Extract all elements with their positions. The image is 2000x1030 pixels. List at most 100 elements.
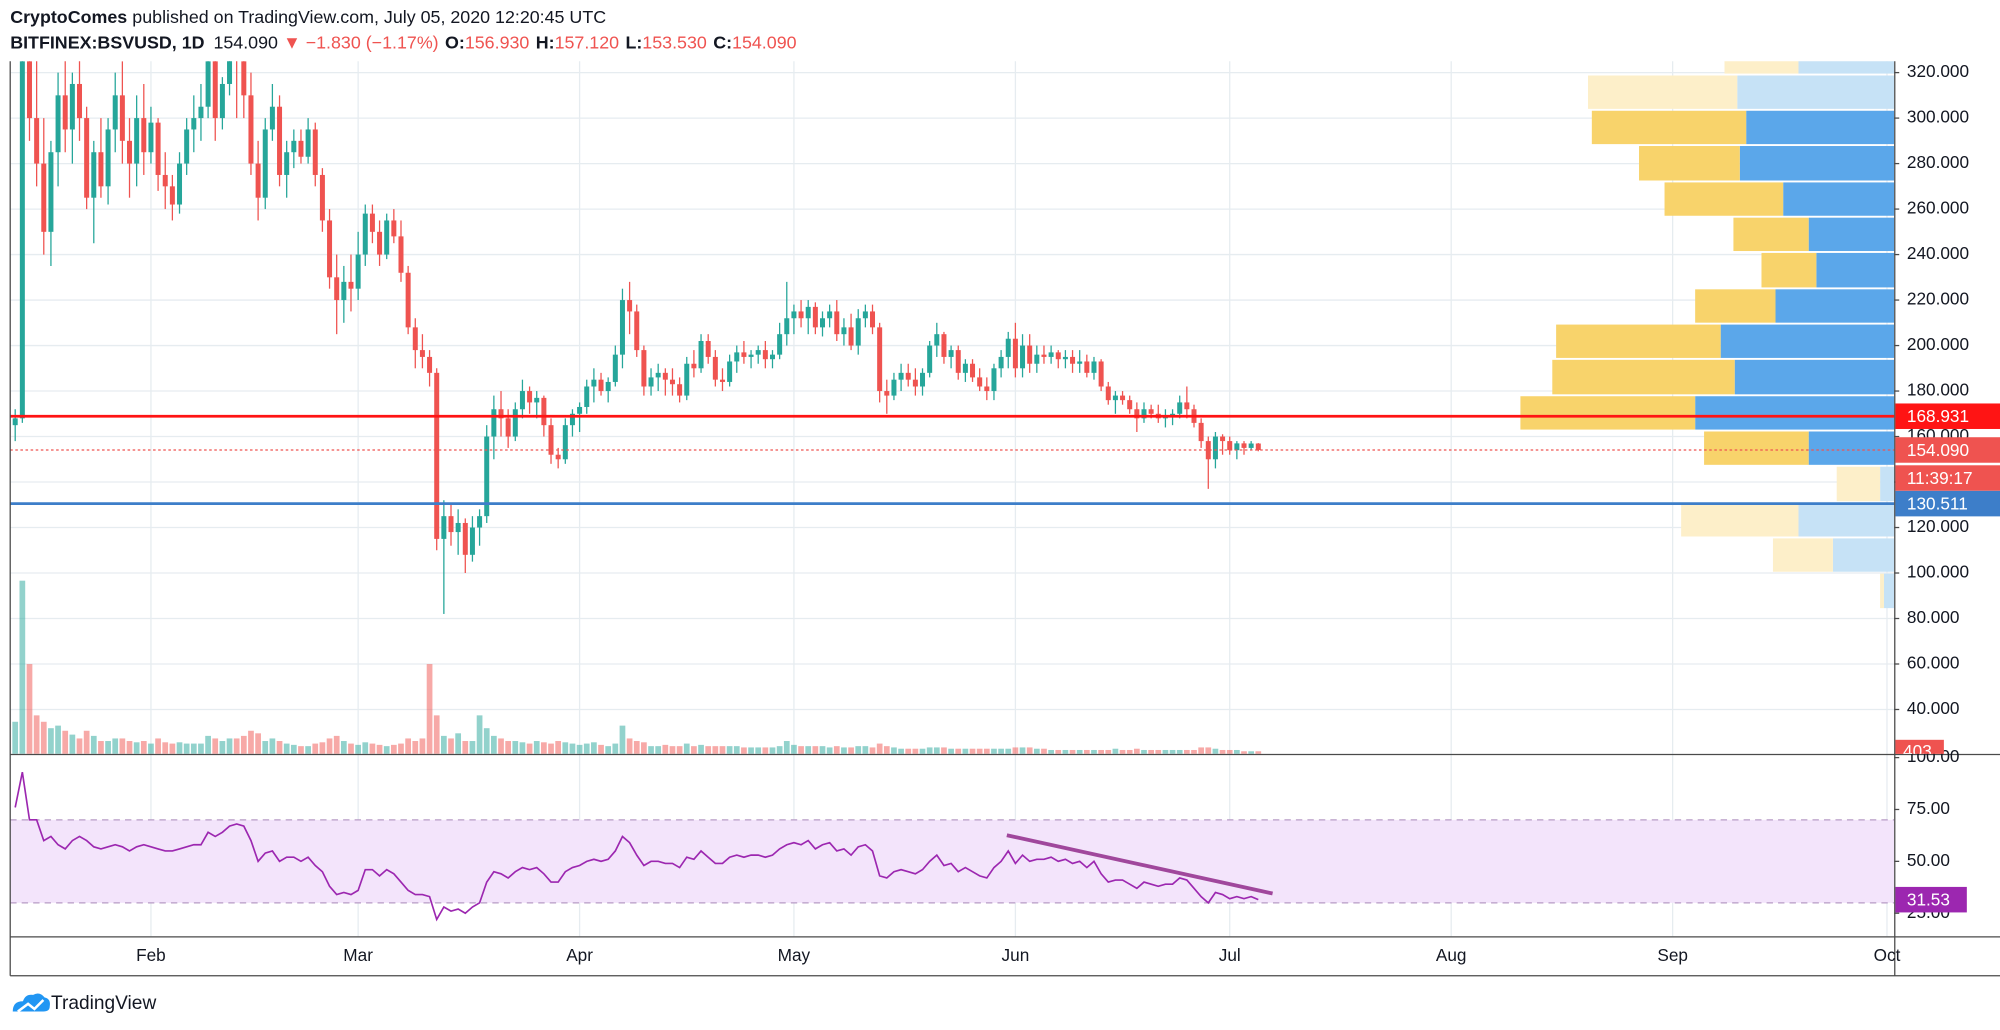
candle-body <box>712 356 718 380</box>
y-tick-label: 260.000 <box>1907 198 1969 218</box>
candle-body <box>48 152 54 232</box>
candle-body <box>291 140 297 153</box>
volume-bar <box>1126 749 1133 754</box>
candle-body <box>41 163 47 232</box>
rsi-tick-label: 75.00 <box>1907 798 1950 818</box>
volume-label-group: 403 <box>1895 739 1944 754</box>
candle-body <box>1248 443 1254 448</box>
candle-body <box>305 129 311 157</box>
volume-bar <box>633 741 640 754</box>
candle-body <box>341 281 347 301</box>
volume-bar <box>412 741 419 754</box>
candle-body <box>1134 409 1140 419</box>
volume-bar <box>148 743 154 754</box>
candle-body <box>477 516 483 528</box>
candle-body <box>512 409 518 437</box>
candle-body <box>812 306 818 328</box>
volume-bar <box>1248 751 1255 754</box>
volume-bar <box>626 738 633 754</box>
volume-bar <box>569 743 576 754</box>
profile-up <box>1639 146 1740 181</box>
volume-bar <box>212 738 219 754</box>
candle-body <box>377 231 383 255</box>
rsi-line <box>14 771 1259 922</box>
volume-bar <box>255 733 261 754</box>
volume-bar <box>533 741 540 754</box>
profile-down <box>1739 146 1895 181</box>
volume-bar <box>312 743 319 754</box>
volume-bar <box>662 744 669 754</box>
volume-bar <box>548 743 554 754</box>
x-tick-label: Jun <box>1002 945 1030 965</box>
profile-down <box>1798 61 1895 74</box>
candle-body <box>155 122 161 175</box>
candle-body <box>298 140 304 157</box>
volume-bar <box>226 738 233 754</box>
volume-bar <box>1091 749 1097 754</box>
volume-bar <box>83 730 90 754</box>
candle-body <box>948 350 954 357</box>
volume-bar <box>469 741 476 754</box>
volume-bar <box>776 746 783 754</box>
volume-bar <box>805 746 812 754</box>
candle-body <box>941 334 947 357</box>
candle-body <box>312 129 318 175</box>
y-tick-label: 200.000 <box>1907 334 1969 354</box>
candle-body <box>562 425 568 460</box>
candle-body <box>748 354 754 357</box>
volume-bar <box>1083 749 1090 754</box>
candle-body <box>98 152 104 187</box>
volume-bar <box>1112 748 1119 754</box>
volume-bar <box>612 743 619 754</box>
candle-body <box>1077 361 1083 364</box>
volume-bar <box>905 748 912 754</box>
profile-down <box>1816 252 1895 288</box>
volume-bar <box>1076 749 1083 754</box>
candle-body <box>334 277 340 301</box>
volume-bar <box>1169 749 1176 754</box>
brand: TradingView <box>51 993 156 1014</box>
volume-bar <box>841 747 847 754</box>
volume-bar <box>698 744 704 754</box>
volume-bar <box>1141 749 1147 754</box>
volume-bar <box>733 746 740 754</box>
candle-body <box>241 61 247 96</box>
candle-body <box>841 327 847 335</box>
volume-bar <box>105 741 111 754</box>
volume-bar <box>1033 748 1040 754</box>
volume-bar <box>419 738 426 754</box>
ohlc-label: H: <box>536 32 555 52</box>
profile-down <box>1783 182 1895 216</box>
profile-up <box>1704 431 1809 465</box>
profile-down <box>1737 75 1895 109</box>
volume-bar <box>1105 749 1112 754</box>
profile-down <box>1798 503 1895 537</box>
volume-bar <box>398 743 404 754</box>
author: CryptoComes <box>10 7 127 27</box>
candle-body <box>555 454 561 460</box>
profile-down <box>1720 324 1895 358</box>
volume-bar <box>1019 747 1026 754</box>
y-tick-label: 100.000 <box>1907 562 1969 582</box>
volume-bar <box>1062 749 1069 754</box>
volume-bar <box>1098 749 1104 754</box>
candle-body <box>855 318 861 346</box>
volume-bar <box>1012 747 1019 754</box>
candle-body <box>705 341 711 357</box>
candle-body <box>977 377 983 387</box>
candle-body <box>619 300 625 355</box>
volume-bar <box>1155 749 1162 754</box>
volume-bar <box>305 746 311 754</box>
candle-body <box>1062 356 1068 360</box>
profile-down <box>1832 538 1895 572</box>
hline-box <box>1895 490 2000 517</box>
volume-bar <box>876 743 883 754</box>
candle-body <box>1012 338 1018 369</box>
volume-bar <box>912 748 919 754</box>
hline-box <box>1895 403 2000 429</box>
volume-bar <box>1119 749 1126 754</box>
profile-up <box>1836 466 1881 502</box>
candle-body <box>112 95 118 130</box>
candle-body <box>569 413 575 426</box>
volume-bar <box>691 746 697 754</box>
